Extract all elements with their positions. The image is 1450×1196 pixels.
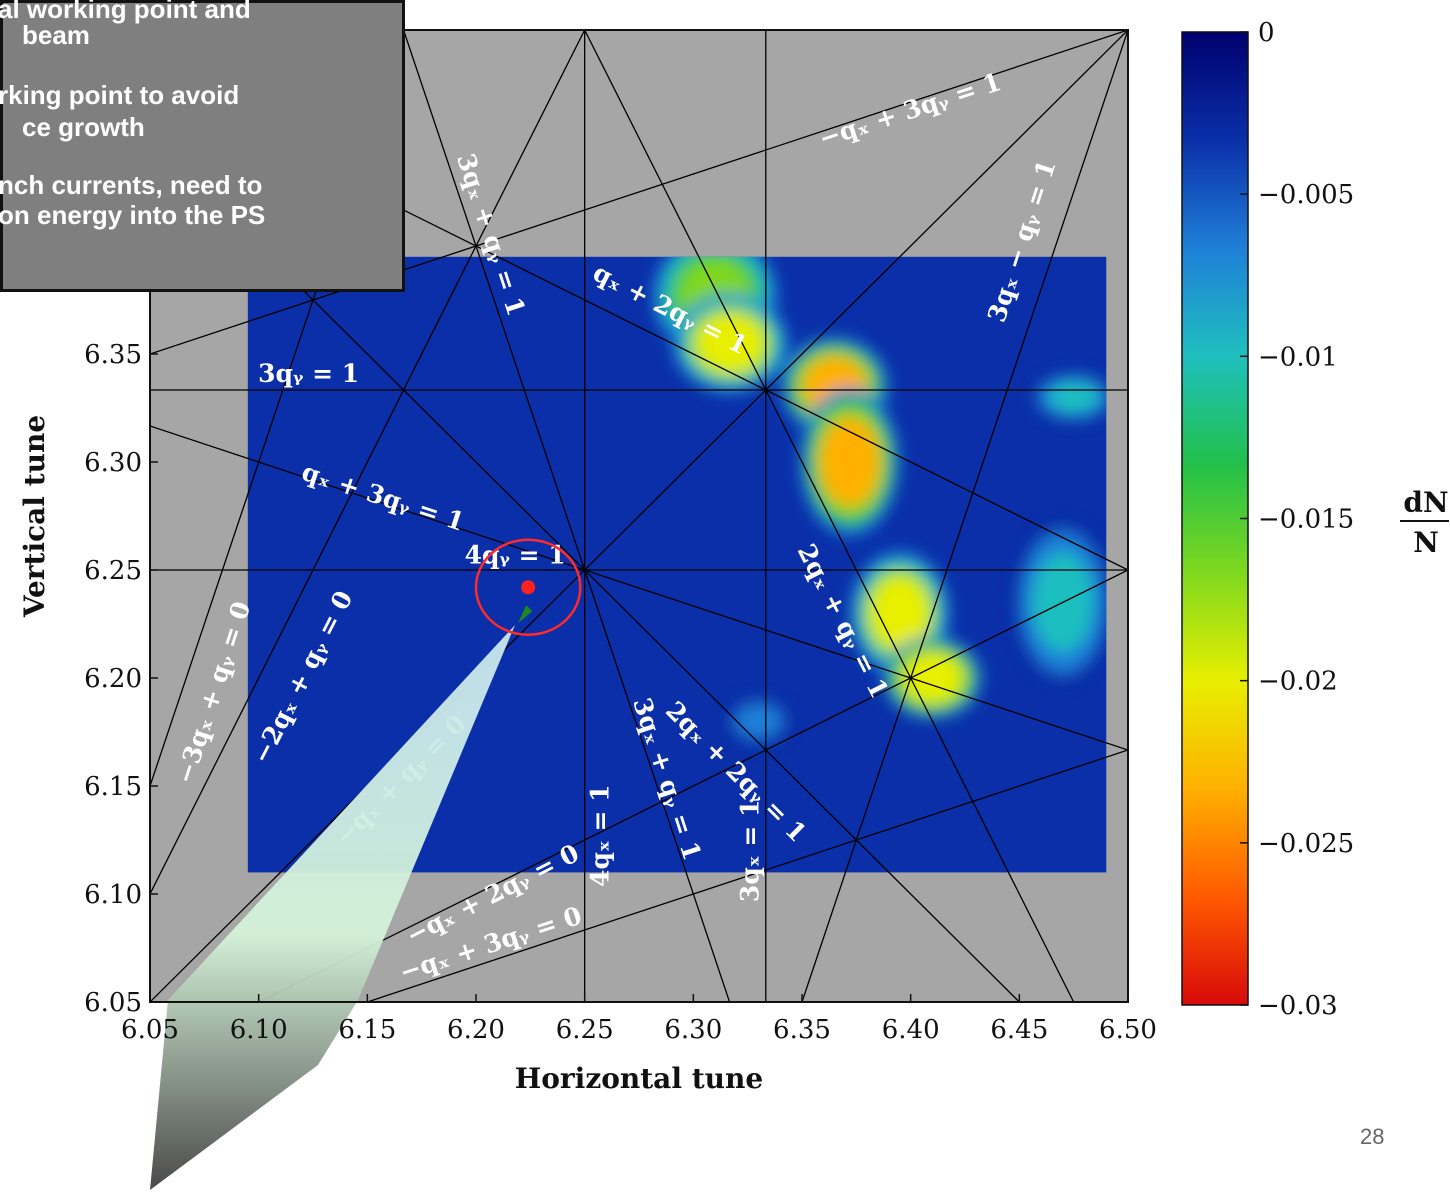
resonance-line [150,425,1128,751]
heat-blob [869,575,930,651]
colorbar-tick-label: −0.02 [1258,667,1338,697]
resonance-line [258,569,1128,1002]
plot-frame [149,29,1129,1003]
callout-line: ce growth [22,112,145,142]
callout-box [0,0,405,292]
colorbar-label-numerator: dN [1403,486,1448,519]
x-axis-title: Horizontal tune [515,1062,763,1095]
x-tick-label: 6.15 [338,1015,396,1045]
working-point-ring [474,538,582,637]
resonance-label: 4qₓ = 1 [586,784,615,887]
working-point-dot [521,580,536,595]
heat-blob [695,313,766,374]
heat-blob [1048,382,1099,413]
x-axis-ticks: 6.05 6.10 6.15 6.20 6.25 6.30 6.35 6.40 6.45 6.50 [121,994,1157,1045]
heat-blob [819,417,880,507]
x-tick-label: 6.30 [664,1015,722,1045]
y-tick-label: 6.20 [84,664,142,694]
colorbar-ticks: 0 −0.005 −0.01 −0.015 −0.02 −0.025 −0.03 [1240,18,1354,1021]
working-point-arrow [518,605,533,624]
x-tick-label: 6.45 [990,1015,1048,1045]
x-tick-label: 6.35 [773,1015,831,1045]
y-axis-ticks: 6.05 6.10 6.15 6.20 6.25 6.30 6.35 [84,340,158,1018]
y-tick-label: 6.10 [84,880,142,910]
y-tick-label: 6.15 [84,772,142,802]
callout-line: nch currents, need to [0,170,263,200]
colorbar [1181,31,1249,1006]
resonance-label: 3qᵧ = 1 [258,359,359,388]
colorbar-tick-label: 0 [1258,18,1275,48]
colorbar-tick-label: −0.015 [1258,505,1354,535]
resonance-line [367,749,1128,1002]
resonance-lines [150,30,1128,1002]
colorbar-tick-label: −0.025 [1258,829,1354,859]
resonance-line [150,30,586,895]
callout-line: rking point to avoid [0,80,240,110]
resonance-line [150,30,1128,1002]
colorbar-label: dN N [1400,486,1449,559]
resonance-line [402,30,731,1002]
y-axis-title: Vertical tune [18,415,51,618]
callout-text: al working point and beam rking point to… [0,0,405,292]
page-number: 28 [1360,1124,1385,1149]
working-point-marker [474,538,582,637]
resonance-line [584,30,1075,1002]
y-tick-label: 6.35 [84,340,142,370]
colorbar-tick-label: −0.01 [1258,342,1338,372]
colorbar-tick-label: −0.03 [1258,991,1338,1021]
y-tick-label: 6.05 [84,988,142,1018]
callout-line: beam [22,20,90,50]
x-tick-label: 6.05 [121,1015,179,1045]
y-tick-label: 6.25 [84,556,142,586]
heatmap-region [247,256,1107,873]
callout-line: al working point and [0,0,251,24]
resonance-line [801,30,1128,1002]
resonance-label: 3qₓ = 1 [736,800,765,903]
x-tick-label: 6.40 [882,1015,940,1045]
y-tick-label: 6.30 [84,448,142,478]
colorbar-tick-label: −0.005 [1258,180,1354,210]
colorbar-label-denominator: N [1413,526,1439,559]
x-tick-label: 6.25 [556,1015,614,1045]
x-tick-label: 6.10 [230,1015,288,1045]
x-tick-label: 6.20 [447,1015,505,1045]
heat-blob [738,706,779,737]
callout-line: on energy into the PS [0,200,266,230]
callout-pointer-cone [150,625,515,1190]
x-tick-label: 6.50 [1099,1015,1157,1045]
